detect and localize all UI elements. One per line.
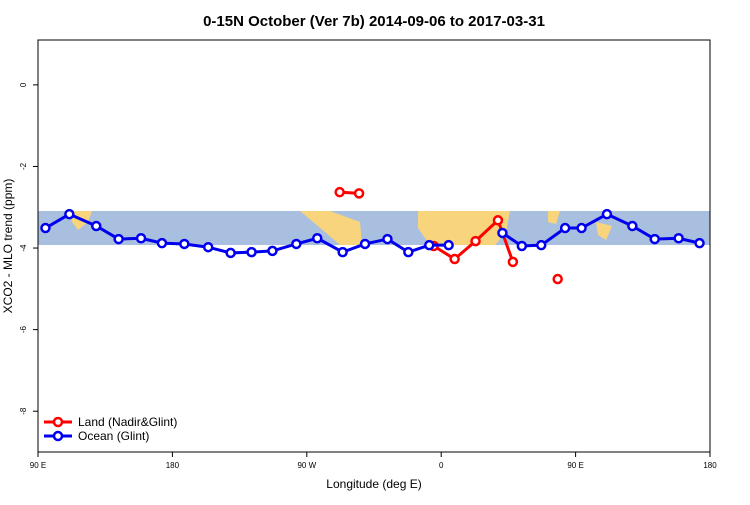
y-tick-label: -6 xyxy=(19,326,28,334)
data-point xyxy=(40,222,51,234)
data-point xyxy=(552,273,563,285)
data-point xyxy=(179,238,190,250)
y-axis-label: XCO2 - MLO trend (ppm) xyxy=(1,179,15,314)
data-point xyxy=(559,222,571,234)
data-point xyxy=(516,240,528,252)
data-point xyxy=(359,238,371,250)
x-tick-label: 90 E xyxy=(30,461,46,470)
data-point xyxy=(291,238,302,250)
data-point xyxy=(492,215,504,226)
legend-marker xyxy=(52,416,64,428)
data-point xyxy=(449,253,460,265)
data-point xyxy=(90,220,102,232)
legend-marker xyxy=(52,430,64,442)
data-point xyxy=(135,232,147,244)
data-point xyxy=(673,232,684,244)
data-point xyxy=(64,208,75,220)
y-tick-label: -4 xyxy=(19,244,28,252)
x-tick-label: 90 W xyxy=(297,461,316,470)
land xyxy=(418,211,510,245)
land xyxy=(300,211,362,245)
data-point xyxy=(156,237,168,249)
series xyxy=(334,186,563,285)
x-axis-label: Longitude (deg E) xyxy=(326,477,421,491)
x-tick-label: 180 xyxy=(703,461,717,470)
data-point xyxy=(424,239,435,251)
data-point xyxy=(470,235,481,247)
data-point xyxy=(334,186,345,198)
plot-frame xyxy=(37,39,711,453)
data-point xyxy=(403,246,414,258)
x-tick-label: 90 E xyxy=(567,461,583,470)
data-point xyxy=(202,241,214,253)
data-point xyxy=(601,208,613,220)
data-point xyxy=(267,245,278,257)
data-point xyxy=(627,220,638,232)
data-point xyxy=(353,188,365,199)
y-tick-label: 0 xyxy=(19,82,28,87)
land xyxy=(548,211,560,224)
y-tick-label: -2 xyxy=(19,162,28,170)
data-point xyxy=(443,239,454,251)
series xyxy=(40,208,705,259)
data-point xyxy=(576,222,587,234)
y-tick-label: -8 xyxy=(19,407,28,415)
series-line xyxy=(501,212,700,248)
data-point xyxy=(536,239,547,251)
land xyxy=(596,222,612,240)
x-tick-label: 0 xyxy=(439,461,444,470)
x-tick-label: 180 xyxy=(166,461,180,470)
chart-title: 0-15N October (Ver 7b) 2014-09-06 to 201… xyxy=(203,13,545,30)
data-point xyxy=(337,246,348,258)
data-point xyxy=(497,227,508,239)
data-point xyxy=(382,233,393,245)
data-point xyxy=(312,232,323,244)
data-point xyxy=(225,247,236,259)
data-point xyxy=(113,233,124,245)
legend-label: Ocean (Glint) xyxy=(78,429,149,443)
data-point xyxy=(507,256,519,268)
data-point xyxy=(246,246,257,258)
data-point xyxy=(694,237,705,249)
legend-label: Land (Nadir&Glint) xyxy=(78,415,177,429)
data-point xyxy=(649,233,660,245)
